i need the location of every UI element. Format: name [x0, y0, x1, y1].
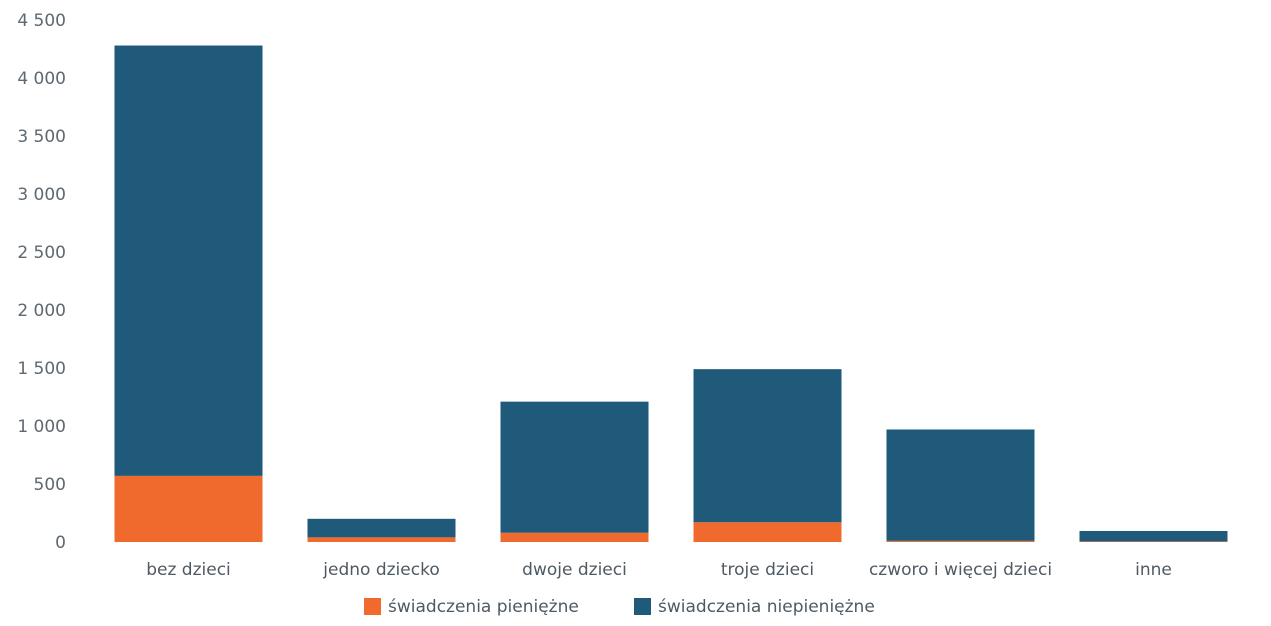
bar-segment-pieniezne: [1079, 541, 1228, 542]
y-tick-label: 0: [55, 533, 66, 553]
x-category-label: jedno dziecko: [322, 560, 439, 580]
legend-label: świadczenia pieniężne: [388, 597, 579, 617]
x-category-label: dwoje dzieci: [522, 560, 627, 580]
y-tick-label: 1 000: [17, 417, 66, 437]
x-category-label: czworo i więcej dzieci: [869, 560, 1052, 580]
bar-segment-pieniezne: [114, 475, 263, 542]
bar-segment-niepieniezne: [500, 401, 649, 533]
legend-swatch: [364, 598, 381, 615]
y-tick-label: 3 000: [17, 185, 66, 205]
bar-segment-pieniezne: [307, 537, 456, 542]
y-tick-label: 1 500: [17, 359, 66, 379]
bar-segment-niepieniezne: [114, 45, 263, 476]
y-tick-label: 500: [34, 475, 66, 495]
y-tick-label: 4 000: [17, 69, 66, 89]
bar-segment-niepieniezne: [307, 518, 456, 538]
x-category-label: inne: [1135, 560, 1172, 580]
bar-segment-niepieniezne: [1079, 530, 1228, 542]
bar-segment-pieniezne: [500, 532, 649, 542]
bar-segment-niepieniezne: [886, 429, 1035, 541]
x-category-label: bez dzieci: [146, 560, 231, 580]
y-tick-label: 3 500: [17, 127, 66, 147]
legend-swatch: [634, 598, 651, 615]
legend-label: świadczenia niepieniężne: [658, 597, 875, 617]
y-tick-label: 2 500: [17, 243, 66, 263]
bar-segment-pieniezne: [886, 540, 1035, 542]
bar-segment-niepieniezne: [693, 369, 842, 523]
bar-segment-pieniezne: [693, 522, 842, 542]
y-tick-label: 4 500: [17, 11, 66, 31]
y-tick-label: 2 000: [17, 301, 66, 321]
x-category-label: troje dzieci: [721, 560, 814, 580]
